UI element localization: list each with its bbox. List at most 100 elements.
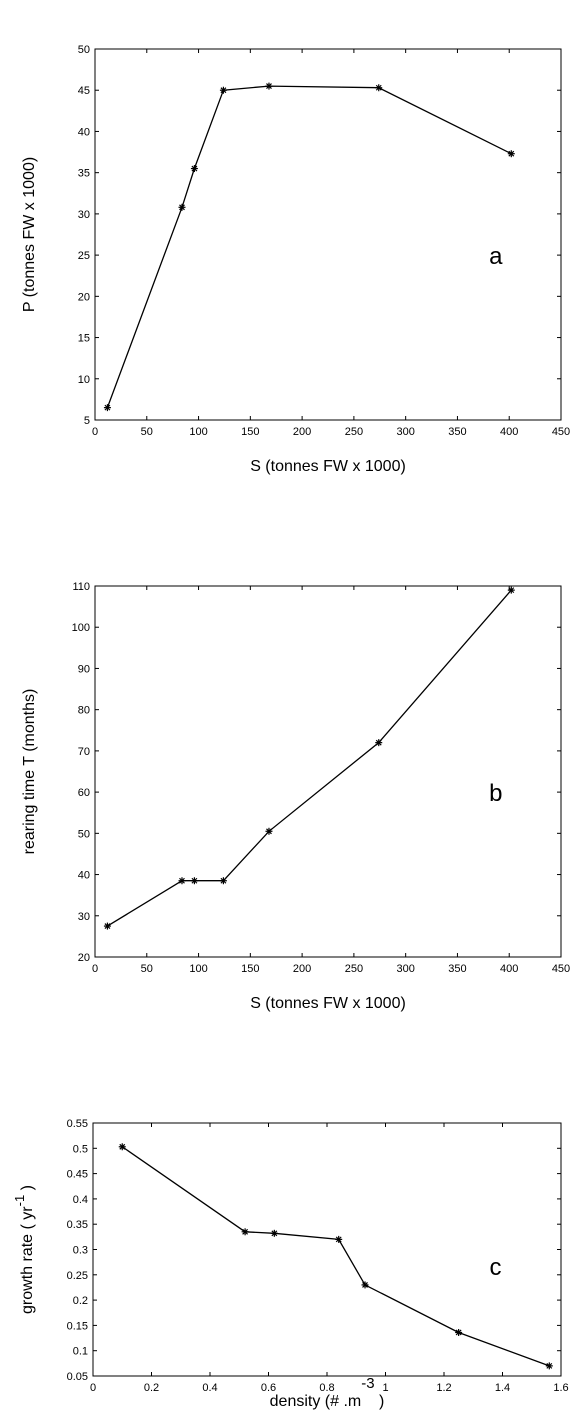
x-tick-label: 1.2 xyxy=(436,1382,451,1394)
x-tick-label: 0 xyxy=(90,1382,96,1394)
data-point xyxy=(265,82,273,90)
x-tick-label: 400 xyxy=(500,963,518,975)
data-point xyxy=(103,922,111,930)
data-point xyxy=(241,1228,249,1236)
y-tick-label: 0.4 xyxy=(73,1194,88,1206)
y-tick-label: 20 xyxy=(78,291,90,303)
data-point xyxy=(545,1362,553,1370)
data-point xyxy=(270,1229,278,1237)
x-tick-label: 1.4 xyxy=(495,1382,510,1394)
y-tick-label: 0.35 xyxy=(67,1219,88,1231)
x-tick-label: 400 xyxy=(500,426,518,438)
panel-label: c xyxy=(489,1254,501,1281)
data-point xyxy=(219,877,227,885)
data-point xyxy=(375,84,383,92)
x-tick-label: 0.8 xyxy=(319,1382,334,1394)
y-tick-label: 35 xyxy=(78,168,90,180)
y-tick-label: 0.45 xyxy=(67,1169,88,1181)
x-tick-label: 0.4 xyxy=(202,1382,217,1394)
panel-label: b xyxy=(489,780,502,807)
y-tick-label: 30 xyxy=(78,209,90,221)
data-point xyxy=(178,877,186,885)
y-tick-label: 60 xyxy=(78,787,90,799)
x-axis-title: S (tonnes FW x 1000) xyxy=(250,995,406,1012)
x-tick-label: 250 xyxy=(345,963,363,975)
y-tick-label: 90 xyxy=(78,663,90,675)
x-tick-label: 300 xyxy=(396,963,414,975)
panel-b: 0 50 100 150 200 250 300 350 400 450 20 30 40 50 60 70 8… xyxy=(21,581,570,1012)
plot-frame xyxy=(92,1122,562,1377)
x-tick-label: 150 xyxy=(241,426,259,438)
y-tick-label: 0.3 xyxy=(73,1245,88,1257)
x-tick-label: 0 xyxy=(92,426,98,438)
x-tick-label: 350 xyxy=(448,426,466,438)
panel-label: a xyxy=(489,243,503,270)
y-tick-label: 0.1 xyxy=(73,1346,88,1358)
data-point xyxy=(507,586,515,594)
series-line xyxy=(107,589,512,927)
x-tick-label: 350 xyxy=(448,963,466,975)
data-point xyxy=(455,1328,463,1336)
x-tick-label: 0.2 xyxy=(144,1382,159,1394)
data-point xyxy=(507,150,515,158)
y-tick-label: 30 xyxy=(78,911,90,923)
x-tick-label: 450 xyxy=(552,963,570,975)
series-line xyxy=(106,85,512,408)
x-axis-title: S (tonnes FW x 1000) xyxy=(250,458,406,475)
series-line xyxy=(121,1146,550,1367)
y-tick-label: 100 xyxy=(72,622,90,634)
x-tick-label: 1 xyxy=(382,1382,388,1394)
data-point xyxy=(118,1143,126,1151)
y-axis-title: rearing time T (months) xyxy=(21,689,38,855)
y-tick-label: 0.25 xyxy=(67,1270,88,1282)
x-tick-label: 200 xyxy=(293,426,311,438)
y-tick-label: 0.55 xyxy=(67,1118,88,1130)
y-tick-label: 25 xyxy=(78,250,90,262)
y-tick-label: 0.5 xyxy=(73,1143,88,1155)
data-point xyxy=(375,739,383,747)
x-tick-label: 100 xyxy=(189,426,207,438)
data-point xyxy=(265,827,273,835)
y-tick-label: 0.05 xyxy=(67,1371,88,1383)
x-tick-label: 0.6 xyxy=(261,1382,276,1394)
y-tick-label: 15 xyxy=(78,333,90,345)
data-point xyxy=(190,877,198,885)
data-point xyxy=(190,165,198,173)
y-axis-title: P (tonnes FW x 1000) xyxy=(21,157,38,312)
y-tick-label: 50 xyxy=(78,44,90,56)
plot-frame xyxy=(94,48,562,421)
x-axis-title: density (# .m-3 ) xyxy=(270,1375,385,1410)
x-tick-label: 150 xyxy=(241,963,259,975)
data-point xyxy=(178,203,186,211)
x-tick-label: 50 xyxy=(141,426,153,438)
y-axis-title: growth rate ( yr-1 ) xyxy=(12,1185,36,1314)
x-tick-label: 200 xyxy=(293,963,311,975)
plot-frame xyxy=(94,585,562,958)
y-tick-label: 50 xyxy=(78,828,90,840)
x-tick-label: 300 xyxy=(396,426,414,438)
y-tick-label: 40 xyxy=(78,126,90,138)
y-tick-label: 0.2 xyxy=(73,1295,88,1307)
x-tick-label: 450 xyxy=(552,426,570,438)
data-point xyxy=(103,404,111,412)
y-tick-label: 45 xyxy=(78,85,90,97)
y-tick-label: 20 xyxy=(78,952,90,964)
data-point xyxy=(219,86,227,94)
data-point xyxy=(335,1235,343,1243)
y-tick-label: 70 xyxy=(78,746,90,758)
x-tick-label: 1.6 xyxy=(553,1382,568,1394)
y-tick-label: 80 xyxy=(78,705,90,717)
y-tick-label: 0.15 xyxy=(67,1320,88,1332)
x-tick-label: 100 xyxy=(189,963,207,975)
x-tick-label: 0 xyxy=(92,963,98,975)
x-tick-label: 250 xyxy=(345,426,363,438)
data-point xyxy=(361,1281,369,1289)
y-tick-label: 40 xyxy=(78,870,90,882)
y-tick-label: 5 xyxy=(84,415,90,427)
panel-a: 0 50 100 150 200 250 300 350 400 450 5 10 15 20 25 30 35… xyxy=(21,44,570,475)
x-tick-label: 50 xyxy=(141,963,153,975)
panel-c: 0 0.2 0.4 0.6 0.8 1 1.2 1.4 1.6 0.05 0.1 0.15 0.2 0.2… xyxy=(12,1118,569,1410)
y-tick-label: 110 xyxy=(72,581,90,593)
y-tick-label: 10 xyxy=(78,374,90,386)
